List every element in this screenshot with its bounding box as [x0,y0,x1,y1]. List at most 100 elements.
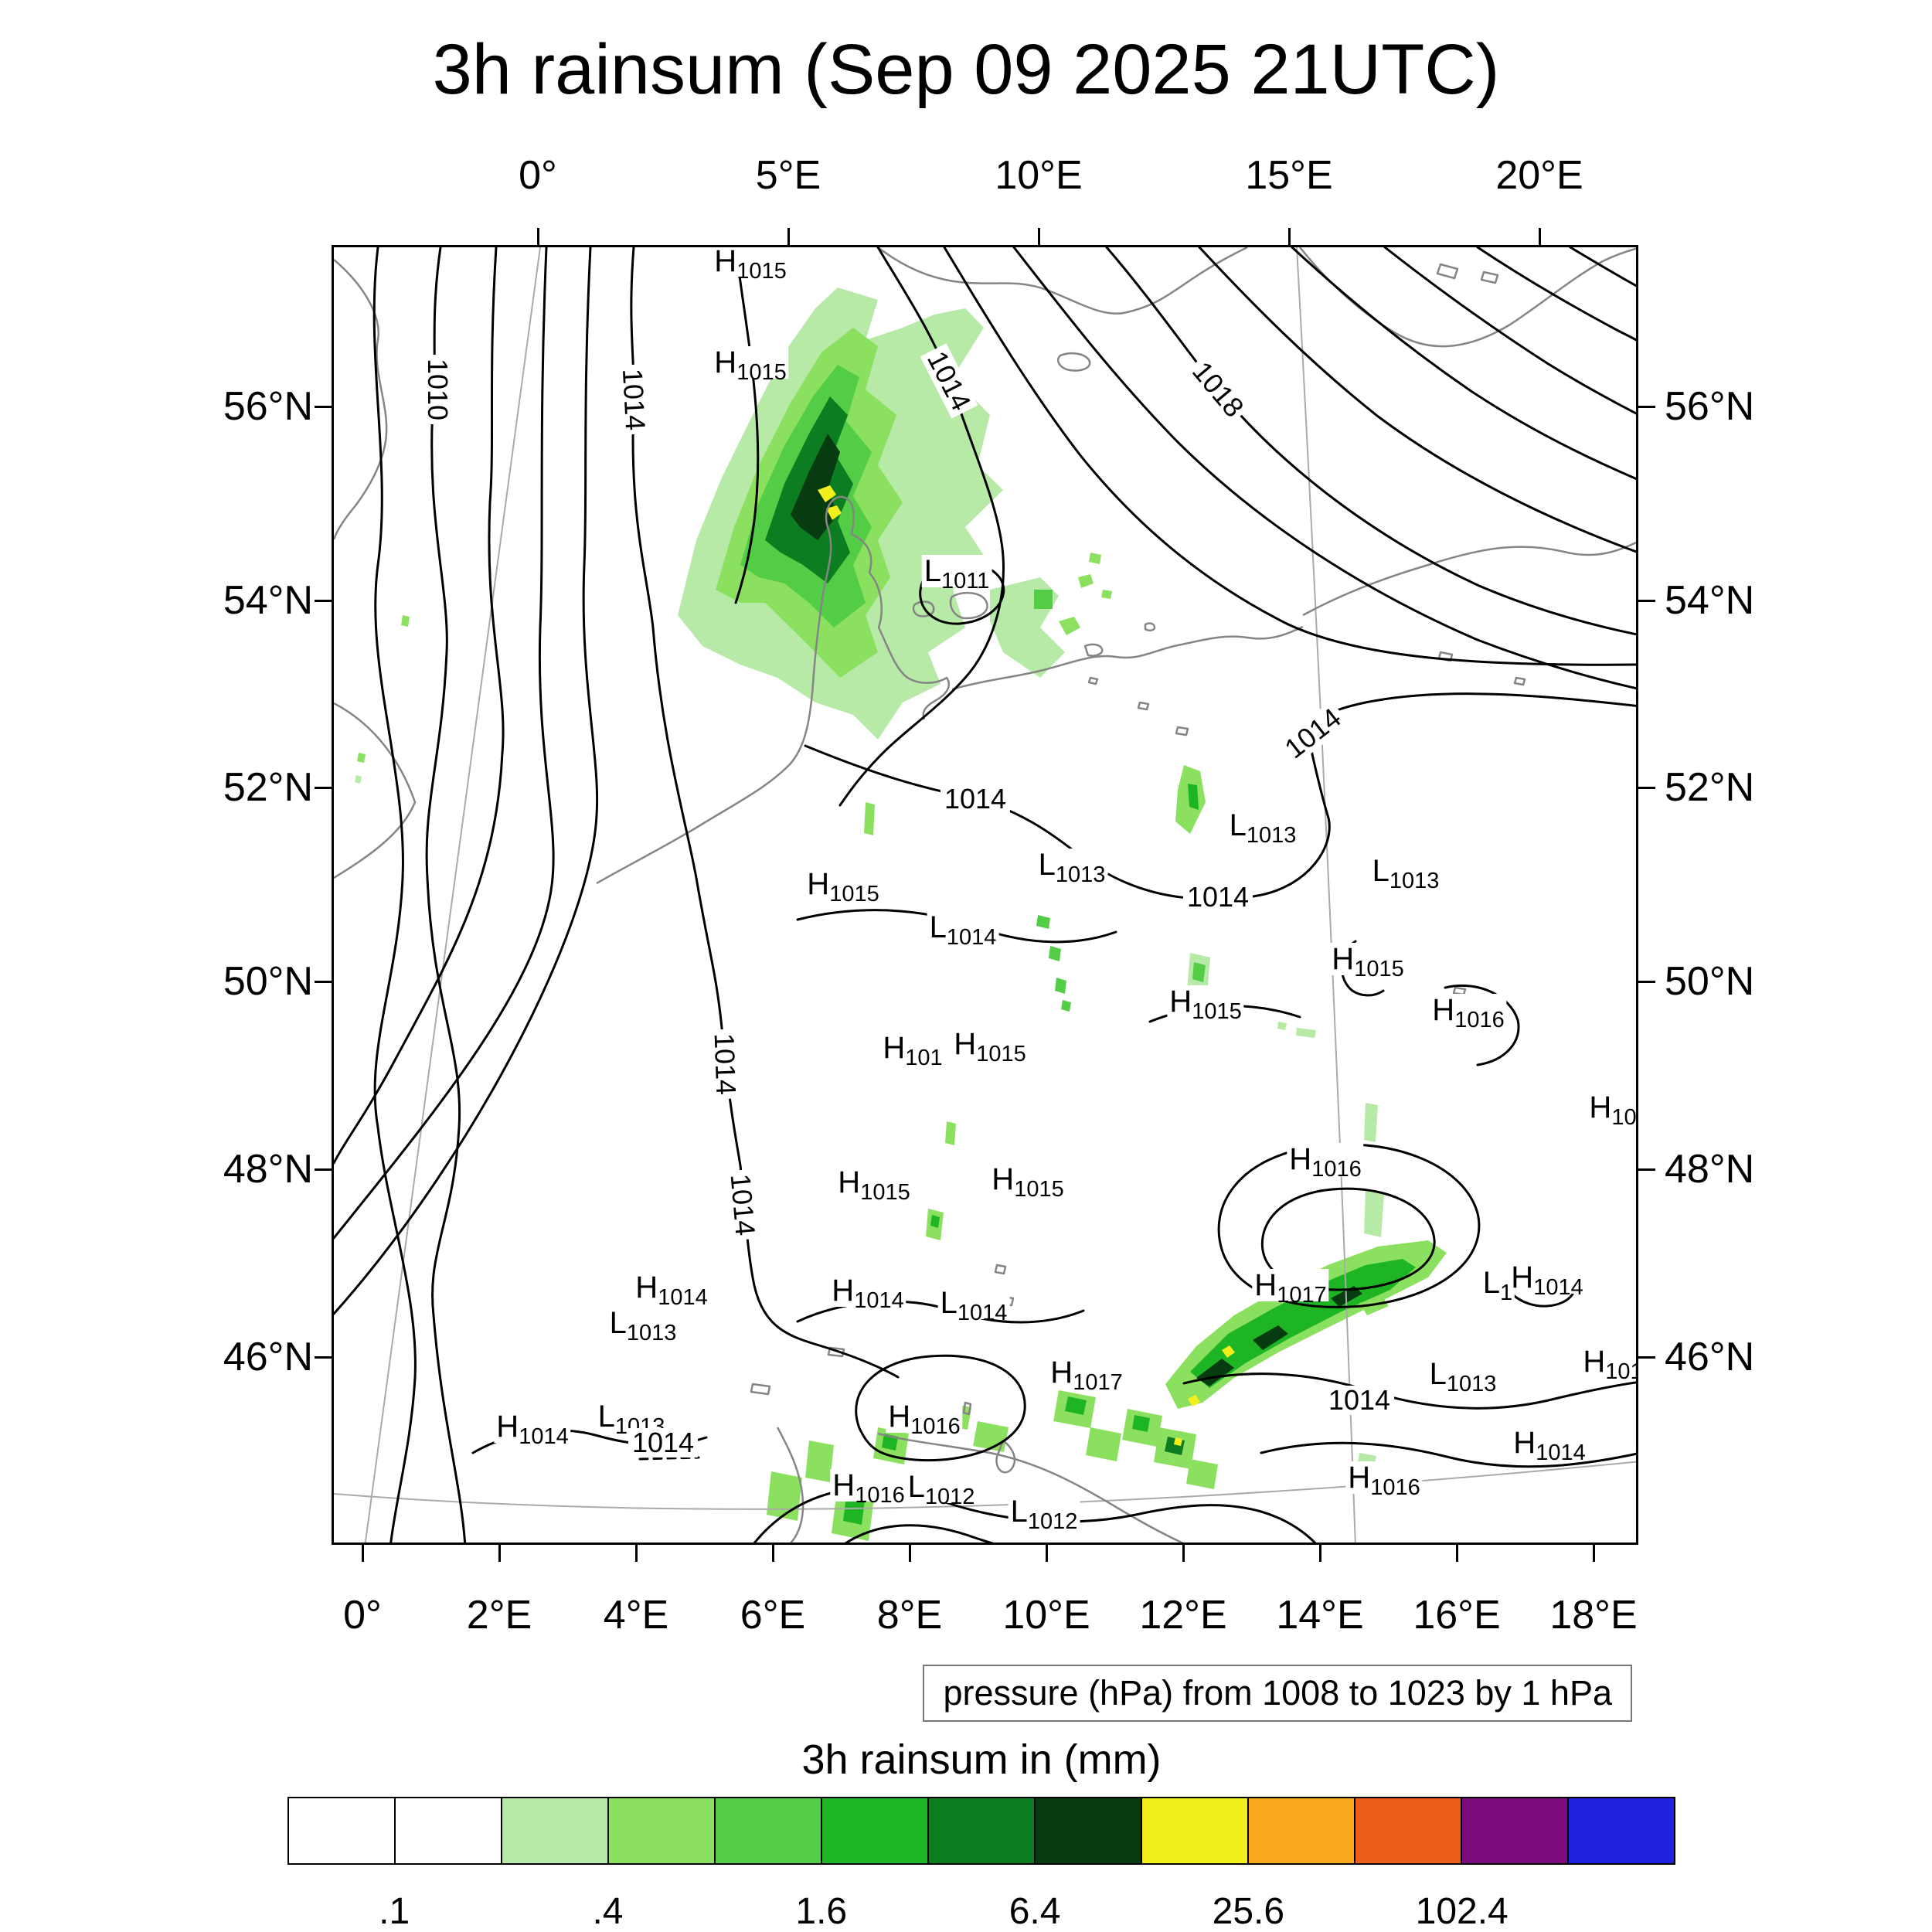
axis-tick-bottom [1045,1545,1048,1562]
axis-tick-right [1638,405,1655,408]
pressure-label: H1014 [1509,1260,1586,1299]
axis-label-right: 56°N [1665,384,1755,429]
pressure-letter: H [1332,942,1355,976]
colorbar-tick-label: 1.6 [795,1891,848,1932]
pressure-letter: L [1010,1495,1028,1529]
pressure-label: L1013 [1226,809,1299,847]
pressure-value: 1014 [946,925,997,950]
pressure-label: H1015 [712,345,789,384]
pressure-label: H1014 [829,1274,906,1312]
pressure-value: 1015 [1014,1177,1064,1202]
axis-tick-top [1538,228,1541,245]
colorbar-tick-label: .1 [379,1891,410,1932]
pressure-label: L1013 [607,1307,679,1345]
pressure-letter: H [838,1165,861,1199]
pressure-letter: H [832,1468,855,1502]
axis-label-right: 52°N [1665,765,1755,810]
pressure-label: L1013 [1369,854,1442,893]
axis-tick-bottom [1455,1545,1458,1562]
pressure-value: 10 [1611,1105,1637,1130]
contour-label: 1018 [1184,353,1252,426]
colorbar-tick-label: 102.4 [1415,1891,1509,1932]
pressure-value: 1016 [1454,1008,1505,1032]
axis-label-left: 48°N [223,1147,313,1192]
pressure-label: L1014 [937,1287,1010,1325]
pressure-letter: L [907,1470,925,1504]
colorbar-tick-label: .4 [592,1891,624,1932]
axis-label-left: 54°N [223,578,313,623]
axis-tick-top [787,228,790,245]
pressure-value: 1013 [1389,869,1440,893]
pressure-value: 1011 [940,569,990,594]
pressure-label: H1017 [1048,1355,1125,1394]
axis-label-right: 54°N [1665,578,1755,623]
pressure-value: 1014 [1533,1275,1583,1300]
pressure-label: L1013 [1427,1358,1499,1396]
pressure-label: H1017 [1252,1268,1329,1307]
axis-label-bottom: 6°E [740,1593,806,1638]
pressure-letter: H [992,1162,1015,1196]
colorbar-segment [1036,1798,1142,1863]
pressure-value: 1016 [855,1483,905,1508]
pressure-letter: H [954,1027,977,1061]
rain-shading [355,287,1447,1541]
axis-tick-right [1638,980,1655,983]
contour-label: 1014 [628,1428,699,1458]
pressure-letter: H [1050,1355,1073,1389]
colorbar-tick-label: 6.4 [1009,1891,1061,1932]
pressure-label: H1014 [494,1410,571,1448]
pressure-value: 1015 [1192,999,1242,1024]
pressure-value: 1017 [1073,1370,1123,1395]
pressure-value: 1015 [860,1180,910,1205]
pressure-label: L1012 [1008,1495,1080,1533]
axis-label-left: 46°N [223,1335,313,1379]
axis-tick-left [315,405,332,408]
pressure-letter: H [496,1410,519,1444]
axis-tick-top [536,228,539,245]
pressure-value: 1016 [910,1414,961,1439]
axis-tick-bottom [361,1545,364,1562]
colorbar-segment [716,1798,822,1863]
axis-tick-bottom [498,1545,501,1562]
axis-tick-bottom [1318,1545,1321,1562]
pressure-letter: H [1511,1260,1534,1294]
colorbar-tick-label: 25.6 [1212,1891,1285,1932]
pressure-value: 101 [1605,1359,1636,1384]
pressure-label: H1015 [951,1027,1029,1066]
pressure-letter: H [888,1400,911,1434]
pressure-label: H1015 [804,868,882,906]
pressure-value: 1013 [1055,862,1106,887]
pressure-letter: L [923,554,941,588]
map-graphics [334,247,1636,1543]
pressure-value: 1016 [1370,1475,1420,1500]
axis-label-bottom: 4°E [603,1593,669,1638]
axis-label-left: 56°N [223,384,313,429]
pressure-letter: L [1372,854,1389,888]
pressure-value: 1014 [1536,1440,1586,1465]
pressure-value: 1015 [736,259,787,284]
colorbar-segment [502,1798,609,1863]
axis-label-bottom: 8°E [876,1593,943,1638]
axis-tick-top [1037,228,1040,245]
colorbar-segment [1142,1798,1249,1863]
pressure-value: 1013 [1246,823,1297,848]
colorbar-segment [1355,1798,1462,1863]
pressure-letter: H [635,1270,658,1304]
axis-tick-top [1287,228,1291,245]
pressure-letter: H [1169,985,1192,1019]
pressure-letter: H [714,345,737,379]
colorbar-segment [396,1798,502,1863]
colorbar-segment [929,1798,1036,1863]
pressure-label: H1016 [830,1468,907,1507]
axis-label-bottom: 16°E [1413,1593,1501,1638]
pressure-value: 101 [905,1046,943,1070]
pressure-letter: H [1432,993,1455,1027]
colorbar [287,1797,1675,1865]
map-label-layer: H1015 H1015 L1011 L1013 L1013 L1013 H1015 L1014… [334,247,1636,1543]
pressure-value: 1014 [519,1424,569,1449]
pressure-label: L1 [1480,1267,1515,1304]
axis-label-right: 48°N [1665,1147,1755,1192]
pressure-letter: H [1254,1268,1277,1302]
axis-tick-right [1638,599,1655,602]
axis-tick-left [315,786,332,789]
